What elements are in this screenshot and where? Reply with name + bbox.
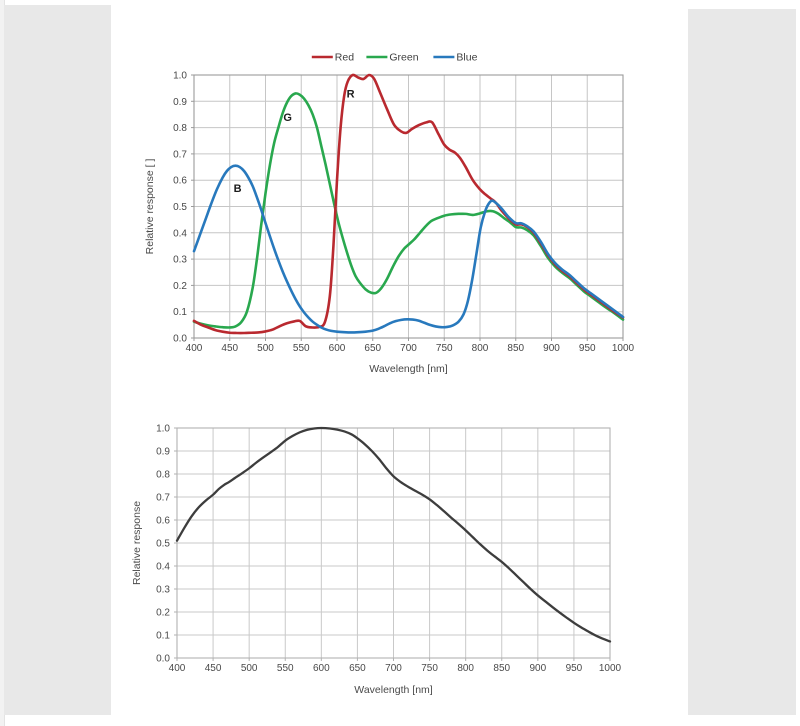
x-tick-label: 600 (329, 343, 346, 354)
rgb-spectral-response-chart: 400 450 500 550 600 650 700 750 800 850 900 950 1000… (144, 52, 635, 375)
axis-ticks (174, 427, 611, 661)
x-axis-title: Wavelength [nm] (354, 684, 432, 696)
x-tick-label: 450 (221, 343, 238, 354)
legend: Red Green Blue (311, 52, 478, 64)
legend-label-green: Green (389, 52, 418, 64)
grid (193, 74, 624, 339)
x-tick-label: 800 (457, 663, 474, 674)
y-tick-label: 0.6 (173, 176, 187, 187)
legend-label-blue: Blue (456, 52, 477, 64)
curve-label-g: G (283, 112, 292, 124)
y-tick-label: 0.8 (156, 470, 170, 481)
curve-label-b: B (234, 183, 242, 195)
legend-label-red: Red (335, 52, 354, 64)
y-tick-label: 0.7 (173, 149, 187, 160)
x-tick-label: 700 (400, 343, 417, 354)
y-tick-label: 0.0 (173, 334, 187, 345)
y-tick-label: 1.0 (156, 424, 170, 435)
y-tick-label: 0.0 (156, 654, 170, 665)
y-tick-label: 0.9 (156, 447, 170, 458)
x-tick-label: 500 (241, 663, 258, 674)
right-margin-panel (688, 9, 796, 715)
x-tick-label: 650 (349, 663, 366, 674)
x-tick-label: 850 (507, 343, 524, 354)
y-tick-label: 0.5 (156, 539, 170, 550)
x-tick-label: 700 (385, 663, 402, 674)
y-tick-label: 0.7 (156, 493, 170, 504)
x-tick-label: 450 (205, 663, 222, 674)
x-tick-label: 400 (169, 663, 186, 674)
series-green-curve (192, 92, 625, 329)
curve-label-r: R (347, 88, 355, 100)
y-tick-label: 0.2 (173, 281, 187, 292)
y-tick-label: 0.8 (173, 123, 187, 134)
y-tick-label: 0.3 (156, 585, 170, 596)
y-axis-title: Relative response [ ] (144, 159, 156, 255)
grid (176, 427, 611, 659)
y-tick-label: 1.0 (173, 71, 187, 82)
series-blue-curve (192, 164, 625, 334)
x-tick-label: 400 (186, 343, 203, 354)
x-tick-label: 550 (277, 663, 294, 674)
series-mono-curve (175, 426, 612, 643)
x-tick-label: 500 (257, 343, 274, 354)
x-tick-label: 850 (493, 663, 510, 674)
y-axis-title: Relative response (131, 501, 143, 585)
x-tick-label: 800 (472, 343, 489, 354)
y-tick-label: 0.5 (173, 202, 187, 213)
x-tick-label: 750 (421, 663, 438, 674)
x-tick-label: 900 (543, 343, 560, 354)
y-tick-label: 0.3 (173, 255, 187, 266)
x-tick-label: 1000 (599, 663, 622, 674)
y-tick-label: 0.2 (156, 608, 170, 619)
x-tick-label: 1000 (612, 343, 635, 354)
left-margin-panel (4, 5, 111, 715)
x-tick-label: 550 (293, 343, 310, 354)
y-tick-label: 0.4 (173, 228, 187, 239)
y-tick-label: 0.6 (156, 516, 170, 527)
x-tick-label: 950 (566, 663, 583, 674)
tick-labels: 400 450 500 550 600 650 700 750 800 850 900 950 1000… (173, 71, 634, 355)
axis-ticks (191, 74, 624, 341)
x-tick-label: 950 (579, 343, 596, 354)
y-tick-label: 0.1 (173, 307, 187, 318)
tick-labels: 400 450 500 550 600 650 700 750 800 850 900 950 1000… (156, 424, 621, 675)
mono-spectral-response-chart: 400 450 500 550 600 650 700 750 800 850 900 950 1000… (131, 424, 622, 697)
y-tick-label: 0.9 (173, 97, 187, 108)
x-tick-label: 650 (364, 343, 381, 354)
x-tick-label: 750 (436, 343, 453, 354)
x-axis-title: Wavelength [nm] (369, 363, 447, 375)
x-tick-label: 600 (313, 663, 330, 674)
y-tick-label: 0.1 (156, 631, 170, 642)
y-tick-label: 0.4 (156, 562, 170, 573)
x-tick-label: 900 (529, 663, 546, 674)
